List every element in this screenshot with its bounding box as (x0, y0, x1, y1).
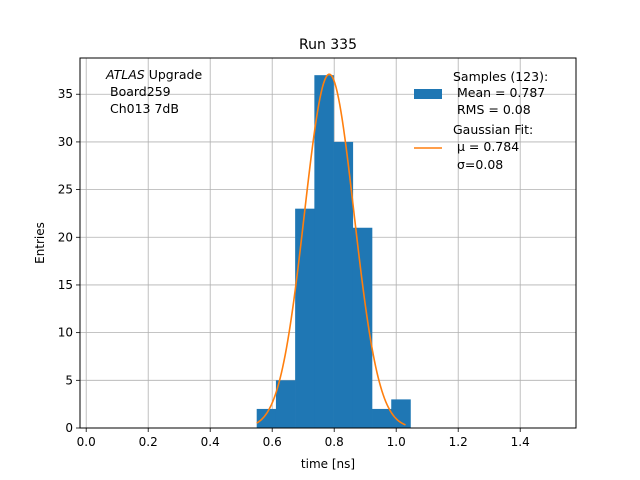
y-tick-label-7: 35 (58, 87, 73, 101)
x-tick-label-4: 0.8 (325, 435, 344, 449)
x-tick-label-0: 0.0 (77, 435, 96, 449)
x-axis-label: time [ns] (301, 457, 355, 471)
y-tick-label-3: 15 (58, 278, 73, 292)
legend-histogram-line-3: RMS = 0.08 (457, 102, 531, 117)
y-tick-label-4: 20 (58, 230, 73, 244)
x-tick-label-7: 1.4 (511, 435, 530, 449)
annotation-board: Board259 (110, 84, 171, 99)
legend-fit-line-3: σ=0.08 (457, 157, 503, 172)
axis-ticks: 0.0 0.2 0.4 0.6 0.8 1.0 1.2 1.4 0 5 10 15 20 25 30 35 (58, 87, 530, 449)
legend-fit-line-2: μ = 0.784 (457, 139, 519, 154)
annotation-upgrade: Upgrade (145, 67, 203, 82)
y-axis-label: Entries (33, 222, 47, 264)
histogram-bars (256, 75, 411, 428)
histogram-bar-3 (314, 75, 334, 428)
x-tick-label-6: 1.2 (449, 435, 468, 449)
legend-histogram-line-1: Samples (123): (453, 69, 548, 84)
annotation-atlas: ATLAS (105, 67, 145, 82)
legend-histogram-line-2: Mean = 0.787 (457, 85, 545, 100)
x-tick-label-1: 0.2 (139, 435, 158, 449)
histogram-bar-4 (333, 141, 354, 428)
histogram-bar-1 (275, 380, 296, 428)
histogram-bar-2 (295, 208, 315, 428)
histogram-bar-6 (372, 408, 392, 428)
y-tick-label-5: 25 (58, 183, 73, 197)
histogram-bar-0 (256, 408, 277, 428)
axes-frame (79, 57, 577, 429)
histogram-bar-5 (352, 227, 373, 428)
legend-histogram-swatch (414, 89, 442, 99)
y-tick-label-2: 10 (58, 326, 73, 340)
legend-fit-line-1: Gaussian Fit: (453, 122, 533, 137)
annotation-channel: Ch013 7dB (110, 101, 179, 116)
x-tick-label-2: 0.4 (201, 435, 220, 449)
histogram-bar-7 (391, 399, 411, 428)
y-tick-label-0: 0 (65, 421, 73, 435)
chart-title: Run 335 (299, 37, 357, 53)
x-tick-label-5: 1.0 (387, 435, 406, 449)
y-tick-label-6: 30 (58, 135, 73, 149)
x-tick-label-3: 0.6 (263, 435, 282, 449)
gaussian-fit (256, 73, 406, 426)
annotation-line-1: ATLAS Upgrade (105, 67, 202, 82)
legend: Samples (123): Mean = 0.787 RMS = 0.08 G… (414, 69, 548, 172)
gaussian-fit-curve (256, 73, 406, 426)
annotation-box: ATLAS Upgrade Board259 Ch013 7dB (105, 67, 202, 116)
y-tick-label-1: 5 (65, 373, 73, 387)
